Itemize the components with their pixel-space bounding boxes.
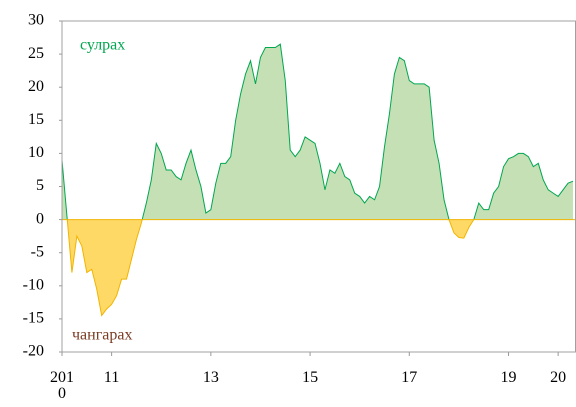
y-tick-label: 10 [28, 144, 44, 161]
negative-area [67, 219, 474, 316]
x-tick-label: 15 [302, 369, 319, 386]
x-tick-label: 20 [550, 369, 567, 386]
y-tick-label: 0 [36, 210, 44, 227]
x-tick-label: 17 [401, 369, 418, 386]
x-tick-label: 11 [103, 369, 120, 386]
y-tick-label: -20 [23, 343, 44, 360]
positive-line [62, 43, 574, 220]
y-tick-label: 5 [36, 177, 44, 194]
positive-area [62, 44, 574, 220]
y-tick-label: -5 [31, 243, 44, 260]
y-tick-label: -15 [23, 310, 44, 327]
y-tick-label: 15 [28, 111, 44, 128]
y-tick-label: -10 [23, 276, 44, 293]
annotation: чангарах [72, 327, 132, 344]
x-tick-label: 2010 [50, 369, 74, 402]
x-tick-label: 13 [202, 369, 219, 386]
y-tick-label: 30 [28, 12, 44, 29]
annotation: сулрах [80, 37, 125, 54]
x-tick-label: 19 [500, 369, 517, 386]
y-tick-label: 25 [28, 45, 44, 62]
y-tick-label: 20 [28, 78, 44, 95]
